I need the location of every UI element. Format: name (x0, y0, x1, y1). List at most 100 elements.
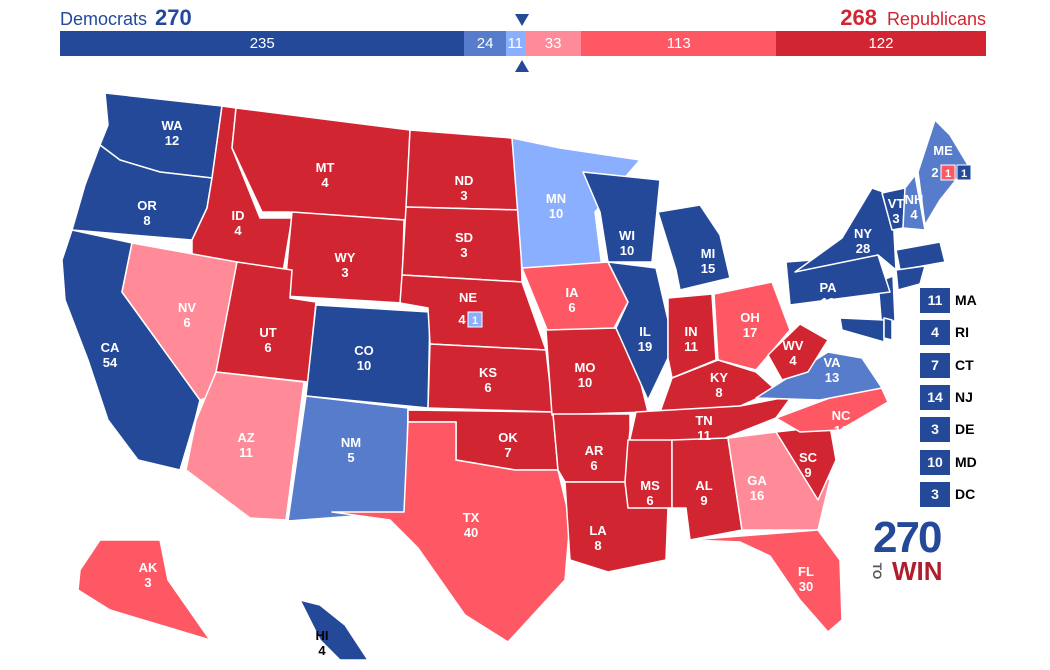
district-box-me-1[interactable] (940, 164, 956, 181)
state-ev-ok: 7 (504, 445, 511, 460)
state-label-mn: MN (546, 191, 566, 206)
state-ev-wi: 10 (620, 243, 634, 258)
state-label-ks: KS (479, 365, 497, 380)
state-ev-ky: 8 (715, 385, 722, 400)
state-label-mo: MO (575, 360, 596, 375)
state-wi[interactable] (582, 171, 661, 263)
small-state-de[interactable]: 3 DE (920, 417, 1000, 443)
state-ny[interactable] (794, 187, 897, 273)
small-state-label-ma: MA (955, 292, 977, 308)
state-hi[interactable] (299, 599, 369, 661)
small-state-ev-ma: 11 (920, 288, 950, 313)
state-md[interactable] (839, 317, 885, 343)
state-ev-oh: 17 (743, 325, 757, 340)
state-mo[interactable] (545, 327, 649, 416)
state-ev-mt: 4 (321, 175, 329, 190)
small-state-ev-ri: 4 (920, 320, 950, 346)
state-ak[interactable] (77, 539, 211, 641)
state-label-mt: MT (316, 160, 335, 175)
small-state-ev-ct: 7 (920, 352, 950, 378)
state-label-tx: TX (463, 510, 480, 525)
state-label-vt: VT (888, 196, 905, 211)
state-ev-va: 13 (825, 370, 839, 385)
state-label-co: CO (354, 343, 374, 358)
state-label-pa: PA (819, 280, 837, 295)
state-label-sc: SC (799, 450, 818, 465)
state-label-mi: MI (701, 246, 715, 261)
small-state-ma[interactable]: 11 MA (920, 288, 1000, 313)
state-ev-sd: 3 (460, 245, 467, 260)
state-ev-co: 10 (357, 358, 371, 373)
republicans-ev-count: 268 (840, 5, 877, 30)
state-ev-il: 19 (638, 339, 652, 354)
small-state-ct[interactable]: 7 CT (920, 352, 1000, 378)
state-tx[interactable] (331, 421, 571, 643)
small-state-ri[interactable]: 4 RI (920, 320, 1000, 346)
state-il[interactable] (607, 261, 669, 401)
state-label-al: AL (695, 478, 712, 493)
state-ev-nc: 16 (834, 423, 848, 438)
state-ev-nh: 4 (910, 207, 918, 222)
state-label-va: VA (823, 355, 841, 370)
state-ev-la: 8 (594, 538, 601, 553)
state-label-ak: AK (139, 560, 158, 575)
state-mi[interactable] (657, 204, 731, 291)
state-label-tn: TN (695, 413, 712, 428)
state-ia[interactable] (521, 261, 629, 333)
state-label-id: ID (232, 208, 245, 223)
small-state-dc[interactable]: 3 DC (920, 481, 1000, 507)
small-state-label-ct: CT (955, 356, 974, 373)
state-nh[interactable] (902, 174, 926, 231)
small-state-ev-de: 3 (920, 417, 950, 443)
district-ev-ne-1: 1 (472, 315, 478, 327)
state-ma[interactable] (895, 241, 946, 271)
state-ev-or: 8 (143, 213, 150, 228)
small-state-nj[interactable]: 14 NJ (920, 384, 1000, 410)
small-state-ev-nj: 14 (920, 384, 950, 410)
state-ev-ms: 6 (646, 493, 653, 508)
state-ev-nd: 3 (460, 188, 467, 203)
small-state-label-nj: NJ (955, 388, 973, 405)
state-label-la: LA (589, 523, 607, 538)
bar-segment-safe-r: 122 (775, 31, 986, 56)
state-ev-az: 11 (239, 445, 253, 460)
state-ms[interactable] (624, 439, 673, 509)
state-label-ky: KY (710, 370, 728, 385)
state-ev-me: 2 (931, 165, 938, 180)
state-ev-ar: 6 (590, 458, 597, 473)
state-de[interactable] (883, 317, 893, 341)
small-state-md[interactable]: 10 MD (920, 449, 1000, 475)
state-fl[interactable] (689, 529, 843, 633)
state-label-sd: SD (455, 230, 473, 245)
state-ct[interactable] (895, 265, 926, 291)
state-ev-tx: 40 (464, 525, 478, 540)
state-ev-ca: 54 (103, 355, 118, 370)
state-label-az: AZ (237, 430, 254, 445)
state-ga[interactable] (727, 431, 831, 531)
state-label-ar: AR (585, 443, 604, 458)
state-ev-sc: 9 (804, 465, 811, 480)
state-ev-ks: 6 (484, 380, 491, 395)
state-ev-ne: 4 (458, 312, 466, 327)
state-ev-vt: 3 (892, 211, 899, 226)
state-az[interactable] (185, 371, 305, 521)
state-ev-fl: 30 (799, 579, 813, 594)
state-ev-mi: 15 (701, 261, 715, 276)
state-label-nh: NH (905, 192, 924, 207)
district-box-ne-1[interactable] (467, 311, 483, 328)
state-label-ok: OK (498, 430, 518, 445)
district-box-me-2[interactable] (956, 164, 972, 181)
state-wv[interactable] (767, 323, 829, 381)
state-label-ne: NE (459, 290, 477, 305)
state-ev-tn: 11 (697, 428, 711, 443)
state-label-ut: UT (259, 325, 276, 340)
state-label-ms: MS (640, 478, 660, 493)
democrats-total: Democrats 270 (60, 4, 192, 32)
bar-segment-safe-d: 235 (60, 31, 465, 56)
state-ev-pa: 19 (821, 295, 835, 310)
bar-segment-likely-r: 113 (581, 31, 776, 56)
state-label-or: OR (137, 198, 157, 213)
state-label-ca: CA (101, 340, 120, 355)
state-label-nc: NC (832, 408, 851, 423)
bar-segment-lean-r: 33 (524, 31, 582, 56)
